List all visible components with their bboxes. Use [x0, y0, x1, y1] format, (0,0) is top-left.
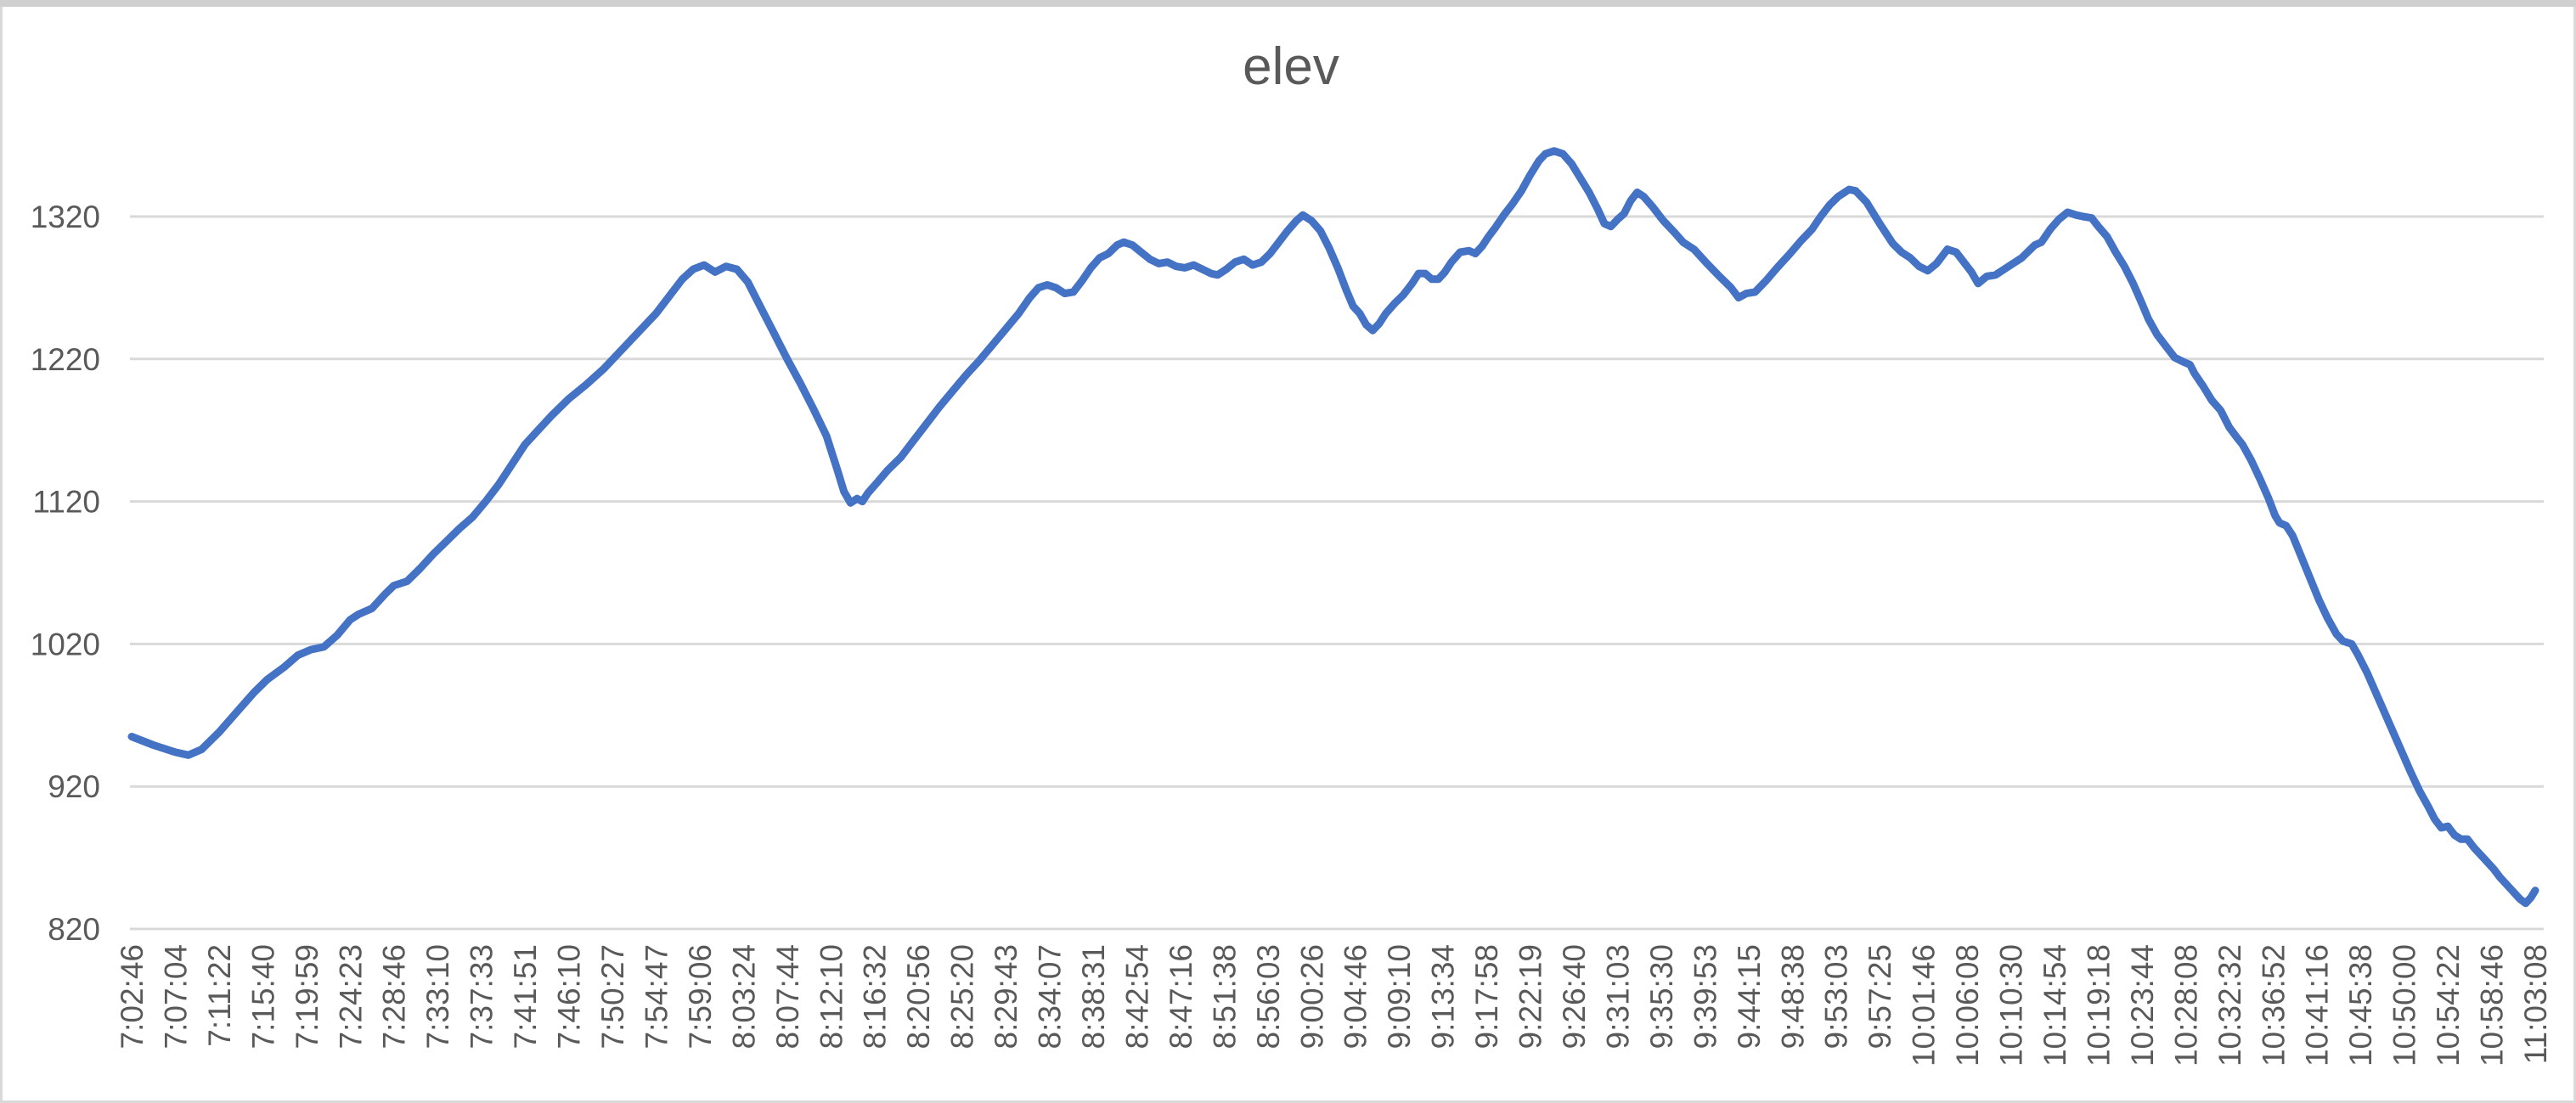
x-tick-label-19: 8:25:20 [945, 944, 980, 1049]
x-tick-label-6: 7:28:46 [377, 944, 412, 1049]
x-tick-label-15: 8:07:44 [770, 944, 805, 1049]
series-elev[interactable] [127, 147, 2539, 908]
chart-title[interactable]: elev [1243, 37, 1339, 96]
x-tick-label-1: 7:07:04 [158, 944, 193, 1049]
x-tick-label-17: 8:16:32 [858, 944, 893, 1049]
x-tick-label-4: 7:19:59 [290, 944, 324, 1049]
x-tick-label-27: 9:00:26 [1294, 944, 1329, 1049]
x-tick-label-32: 9:22:19 [1513, 944, 1548, 1049]
x-tick-label-25: 8:51:38 [1207, 944, 1242, 1049]
x-axis[interactable]: 7:02:46 7:07:04 7:11:22 7:15:40 7:19:59 7:24:… [115, 944, 2553, 1066]
x-tick-label-2: 7:11:22 [202, 944, 237, 1047]
x-tick-label-9: 7:41:51 [508, 944, 543, 1049]
x-tick-label-48: 10:32:32 [2212, 944, 2247, 1066]
x-tick-label-37: 9:44:15 [1732, 944, 1767, 1049]
y-tick-label-1220: 1220 [31, 342, 100, 377]
x-tick-label-54: 10:58:46 [2475, 944, 2510, 1066]
x-tick-label-23: 8:42:54 [1119, 944, 1154, 1049]
x-tick-label-52: 10:50:00 [2387, 944, 2422, 1066]
x-tick-label-7: 7:33:10 [420, 944, 455, 1049]
x-tick-label-30: 9:13:34 [1426, 944, 1461, 1049]
x-tick-label-0: 7:02:46 [115, 944, 149, 1049]
x-tick-label-49: 10:36:52 [2256, 944, 2291, 1066]
x-tick-label-5: 7:24:23 [333, 944, 368, 1049]
x-tick-label-42: 10:06:08 [1950, 944, 1985, 1066]
x-tick-label-39: 9:53:03 [1819, 944, 1854, 1049]
y-tick-label-920: 920 [48, 769, 100, 804]
x-tick-label-51: 10:45:38 [2343, 944, 2378, 1066]
x-tick-label-18: 8:20:56 [901, 944, 936, 1049]
x-tick-label-12: 7:54:47 [639, 944, 674, 1049]
x-tick-label-29: 9:09:10 [1382, 944, 1417, 1049]
x-tick-label-16: 8:12:10 [814, 944, 848, 1049]
gridlines [130, 215, 2544, 931]
x-tick-label-13: 7:59:06 [683, 944, 718, 1049]
x-tick-label-43: 10:10:30 [1994, 944, 2029, 1066]
x-tick-label-14: 8:03:24 [726, 944, 761, 1049]
x-tick-label-53: 10:54:22 [2431, 944, 2466, 1066]
x-tick-label-50: 10:41:16 [2300, 944, 2335, 1066]
x-tick-label-21: 8:34:07 [1033, 944, 1068, 1049]
y-tick-label-1320: 1320 [31, 200, 100, 234]
x-tick-label-55: 11:03:08 [2518, 944, 2553, 1064]
y-tick-label-1020: 1020 [31, 627, 100, 661]
x-tick-label-3: 7:15:40 [245, 944, 280, 1049]
x-tick-label-11: 7:50:27 [595, 944, 630, 1049]
x-tick-label-41: 10:01:46 [1907, 944, 1942, 1066]
x-tick-label-44: 10:14:54 [2038, 944, 2072, 1066]
x-tick-label-38: 9:48:38 [1775, 944, 1810, 1049]
x-tick-label-45: 10:19:18 [2081, 944, 2116, 1066]
x-tick-label-22: 8:38:31 [1076, 944, 1111, 1049]
x-tick-label-40: 9:57:25 [1863, 944, 1897, 1049]
x-tick-label-31: 9:17:58 [1469, 944, 1504, 1049]
x-tick-label-24: 8:47:16 [1164, 944, 1198, 1049]
x-tick-label-34: 9:31:03 [1600, 944, 1635, 1049]
x-tick-label-10: 7:46:10 [552, 944, 587, 1049]
x-tick-label-36: 9:39:53 [1688, 944, 1722, 1049]
x-tick-label-46: 10:23:44 [2125, 944, 2160, 1066]
chart-border-top [0, 0, 2576, 7]
y-axis[interactable]: 1320 1220 1120 1020 920 820 [31, 200, 100, 947]
x-tick-label-26: 8:56:03 [1251, 944, 1286, 1049]
x-tick-label-33: 9:26:40 [1557, 944, 1592, 1049]
y-tick-label-1120: 1120 [32, 485, 100, 520]
series-line-elev[interactable] [127, 147, 2539, 908]
x-tick-label-47: 10:28:08 [2168, 944, 2203, 1066]
x-tick-label-28: 9:04:46 [1339, 944, 1373, 1049]
x-tick-label-20: 8:29:43 [989, 944, 1023, 1049]
x-tick-label-35: 9:35:30 [1644, 944, 1679, 1049]
x-tick-label-8: 7:37:33 [465, 944, 499, 1049]
y-tick-label-820: 820 [48, 912, 100, 947]
